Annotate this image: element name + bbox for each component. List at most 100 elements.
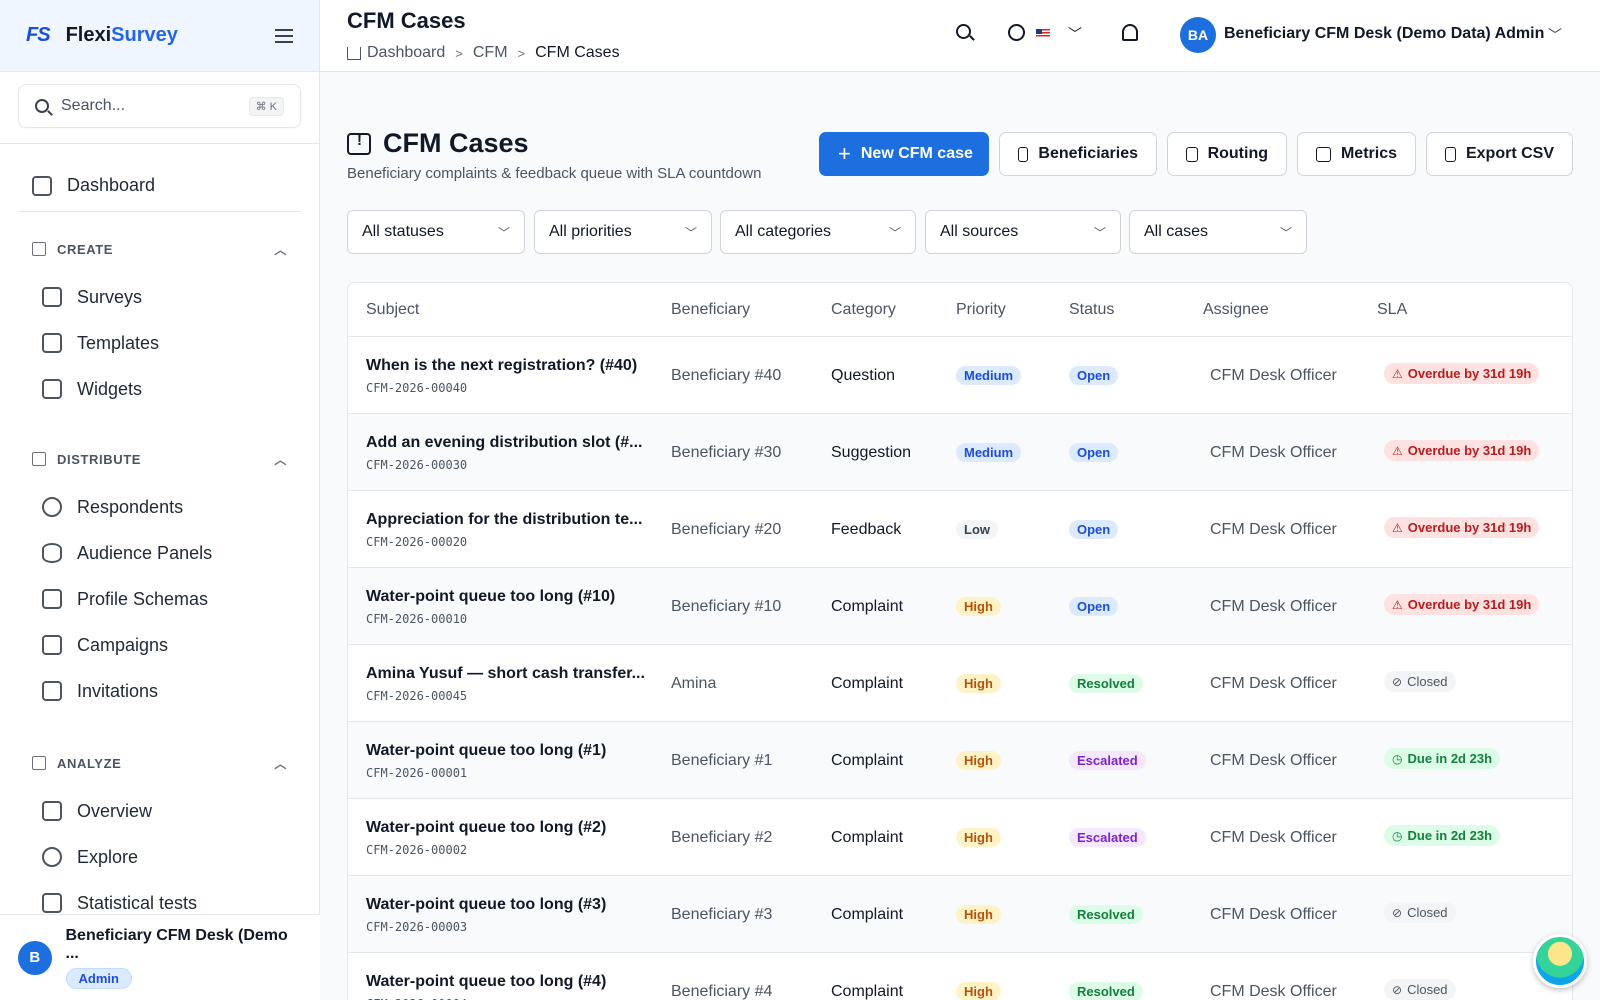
routing-button[interactable]: Routing <box>1167 132 1287 176</box>
sla-text: Closed <box>1407 982 1448 997</box>
party-popper-icon <box>42 681 62 701</box>
sidebar-user-card[interactable]: B Beneficiary CFM Desk (Demo ... Admin <box>0 914 320 1000</box>
warning-icon: ⚠ <box>1392 366 1403 381</box>
col-sla[interactable]: SLA <box>1377 301 1408 318</box>
brand-name: FlexiSurvey <box>66 24 178 47</box>
section-distribute[interactable]: DISTRIBUTE ︿ <box>18 434 301 484</box>
menu-toggle-icon[interactable] <box>275 28 293 43</box>
file-icon <box>42 287 62 307</box>
col-category[interactable]: Category <box>831 301 896 318</box>
col-priority[interactable]: Priority <box>956 301 1006 318</box>
sidebar-item-campaigns[interactable]: Campaigns <box>18 622 301 668</box>
us-flag-icon[interactable] <box>1036 29 1050 38</box>
case-code: CFM-2026-00001 <box>366 766 468 780</box>
case-assignee: CFM Desk Officer <box>1210 752 1337 769</box>
priority-badge: High <box>956 905 1001 924</box>
download-icon <box>1445 146 1456 162</box>
help-avatar-button[interactable] <box>1533 934 1587 988</box>
case-subject[interactable]: When is the next registration? (#40) <box>366 357 638 374</box>
priority-filter[interactable]: All priorities ﹀ <box>534 210 712 254</box>
col-beneficiary[interactable]: Beneficiary <box>671 301 751 318</box>
clock-icon: ◷ <box>1392 751 1403 766</box>
sidebar-item-profile-schemas[interactable]: Profile Schemas <box>18 576 301 622</box>
new-cfm-case-button[interactable]: + New CFM case <box>819 132 989 176</box>
sidebar-item-templates[interactable]: Templates <box>18 320 301 366</box>
table-row[interactable]: Water-point queue too long (#2) CFM-2026-… <box>348 799 1572 876</box>
case-subject[interactable]: Amina Yusuf — short cash transfer... <box>366 665 645 682</box>
case-subject[interactable]: Water-point queue too long (#2) <box>366 819 607 836</box>
plus-icon: + <box>838 141 851 166</box>
user-avatar[interactable]: BA <box>1180 17 1216 53</box>
section-create[interactable]: CREATE ︿ <box>18 224 301 274</box>
chevron-down-icon[interactable]: ﹀ <box>1548 27 1562 43</box>
table-header: Subject Beneficiary Category Priority St… <box>348 283 1572 337</box>
status-badge: Open <box>1069 520 1119 539</box>
filter-value: All priorities <box>549 223 632 240</box>
table-row[interactable]: Water-point queue too long (#3) CFM-2026-… <box>348 876 1572 953</box>
case-beneficiary: Beneficiary #2 <box>671 829 773 846</box>
sidebar-item-surveys[interactable]: Surveys <box>18 274 301 320</box>
case-code: CFM-2026-00002 <box>366 843 468 857</box>
case-category: Complaint <box>831 675 904 692</box>
table-row[interactable]: When is the next registration? (#40) CFM-… <box>348 337 1572 414</box>
case-subject[interactable]: Water-point queue too long (#3) <box>366 896 607 913</box>
globe-icon[interactable] <box>1008 24 1025 41</box>
warning-icon: ⚠ <box>1392 597 1403 612</box>
user-menu-name[interactable]: Beneficiary CFM Desk (Demo Data) Admin <box>1224 25 1545 42</box>
status-filter[interactable]: All statuses ﹀ <box>347 210 525 254</box>
table-row[interactable]: Water-point queue too long (#4) CFM-2026-… <box>348 953 1572 1000</box>
clock-icon: ◷ <box>1392 828 1403 843</box>
sla-badge: ⚠ Overdue by 31d 19h <box>1384 517 1540 538</box>
sidebar-item-respondents[interactable]: Respondents <box>18 484 301 530</box>
col-assignee[interactable]: Assignee <box>1203 301 1269 318</box>
table-row[interactable]: Water-point queue too long (#10) CFM-2026… <box>348 568 1572 645</box>
category-filter[interactable]: All categories ﹀ <box>720 210 916 254</box>
sidebar-item-statistical-tests[interactable]: Statistical tests <box>18 880 301 926</box>
case-beneficiary: Amina <box>671 675 717 692</box>
case-assignee: CFM Desk Officer <box>1210 675 1337 692</box>
filter-value: All sources <box>940 223 1019 240</box>
sidebar-item-widgets[interactable]: Widgets <box>18 366 301 412</box>
priority-badge: High <box>956 751 1001 770</box>
table-row[interactable]: Amina Yusuf — short cash transfer... CFM-… <box>348 645 1572 722</box>
sidebar-item-dashboard[interactable]: Dashboard <box>18 164 301 212</box>
bell-icon[interactable] <box>1122 24 1138 41</box>
case-code: CFM-2026-00040 <box>366 381 468 395</box>
cases-filter[interactable]: All cases ﹀ <box>1129 210 1307 254</box>
export-csv-button[interactable]: Export CSV <box>1426 132 1573 176</box>
sidebar-item-audience-panels[interactable]: Audience Panels <box>18 530 301 576</box>
case-subject[interactable]: Water-point queue too long (#10) <box>366 588 616 605</box>
case-subject[interactable]: Water-point queue too long (#4) <box>366 973 607 990</box>
priority-badge: High <box>956 674 1001 693</box>
sla-text: Overdue by 31d 19h <box>1407 443 1532 458</box>
brand-name-a: Flexi <box>65 24 112 46</box>
chevron-down-icon[interactable]: ﹀ <box>1068 26 1082 42</box>
beneficiaries-button[interactable]: Beneficiaries <box>999 132 1157 176</box>
sidebar-search-input[interactable]: Search... ⌘ K <box>18 84 301 128</box>
col-subject[interactable]: Subject <box>366 301 420 318</box>
priority-badge: High <box>956 982 1001 1000</box>
sidebar-item-overview[interactable]: Overview <box>18 788 301 834</box>
metrics-button[interactable]: Metrics <box>1297 132 1416 176</box>
col-status[interactable]: Status <box>1069 301 1115 318</box>
sidebar-item-invitations[interactable]: Invitations <box>18 668 301 714</box>
table-row[interactable]: Water-point queue too long (#1) CFM-2026-… <box>348 722 1572 799</box>
priority-badge: High <box>956 828 1001 847</box>
case-code: CFM-2026-00045 <box>366 689 468 703</box>
sla-badge: ⚠ Overdue by 31d 19h <box>1384 594 1540 615</box>
breadcrumb-dashboard[interactable]: Dashboard <box>367 44 446 61</box>
sidebar-item-explore[interactable]: Explore <box>18 834 301 880</box>
chevron-down-icon: ﹀ <box>684 225 697 240</box>
sla-badge: ⊘ Closed <box>1384 671 1456 692</box>
table-row[interactable]: Appreciation for the distribution te... C… <box>348 491 1572 568</box>
case-category: Complaint <box>831 598 904 615</box>
case-subject[interactable]: Appreciation for the distribution te... <box>366 511 643 528</box>
section-analyze[interactable]: ANALYZE ︿ <box>18 738 301 788</box>
breadcrumb-cfm[interactable]: CFM <box>472 44 508 61</box>
search-icon[interactable] <box>956 24 971 39</box>
source-filter[interactable]: All sources ﹀ <box>925 210 1121 254</box>
table-row[interactable]: Add an evening distribution slot (#... CF… <box>348 414 1572 491</box>
priority-badge: Medium <box>956 443 1022 462</box>
case-subject[interactable]: Water-point queue too long (#1) <box>366 742 607 759</box>
case-subject[interactable]: Add an evening distribution slot (#... <box>366 434 643 451</box>
